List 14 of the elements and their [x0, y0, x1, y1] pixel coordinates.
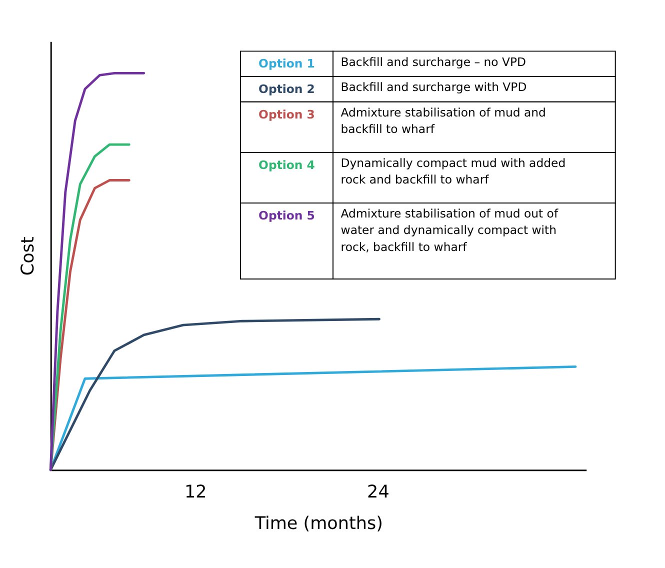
text: Option 4	[258, 158, 315, 172]
y-axis-title: Cost	[18, 236, 39, 276]
annotation: Admixture stabilisation of mud and backfill to wharf	[340, 105, 546, 136]
annotation: Admixture stabilisation of mud out of water and dynamically compact with rock, backfill to wharf	[340, 206, 559, 254]
x-axis-title: Time (months)	[254, 514, 383, 534]
annotation: Dynamically compact mud with added rock and backfill to wharf	[340, 156, 566, 187]
text: Option 5	[258, 208, 315, 223]
x-tick-label: 24	[367, 482, 390, 503]
text: Option 3	[258, 107, 315, 122]
text: Backfill and surcharge – no VPD	[340, 54, 526, 69]
x-tick-label: 12	[184, 482, 207, 503]
text: Option 1	[258, 56, 315, 71]
annotation: Backfill and surcharge with VPD	[340, 80, 527, 94]
text: Option 2	[258, 82, 315, 96]
